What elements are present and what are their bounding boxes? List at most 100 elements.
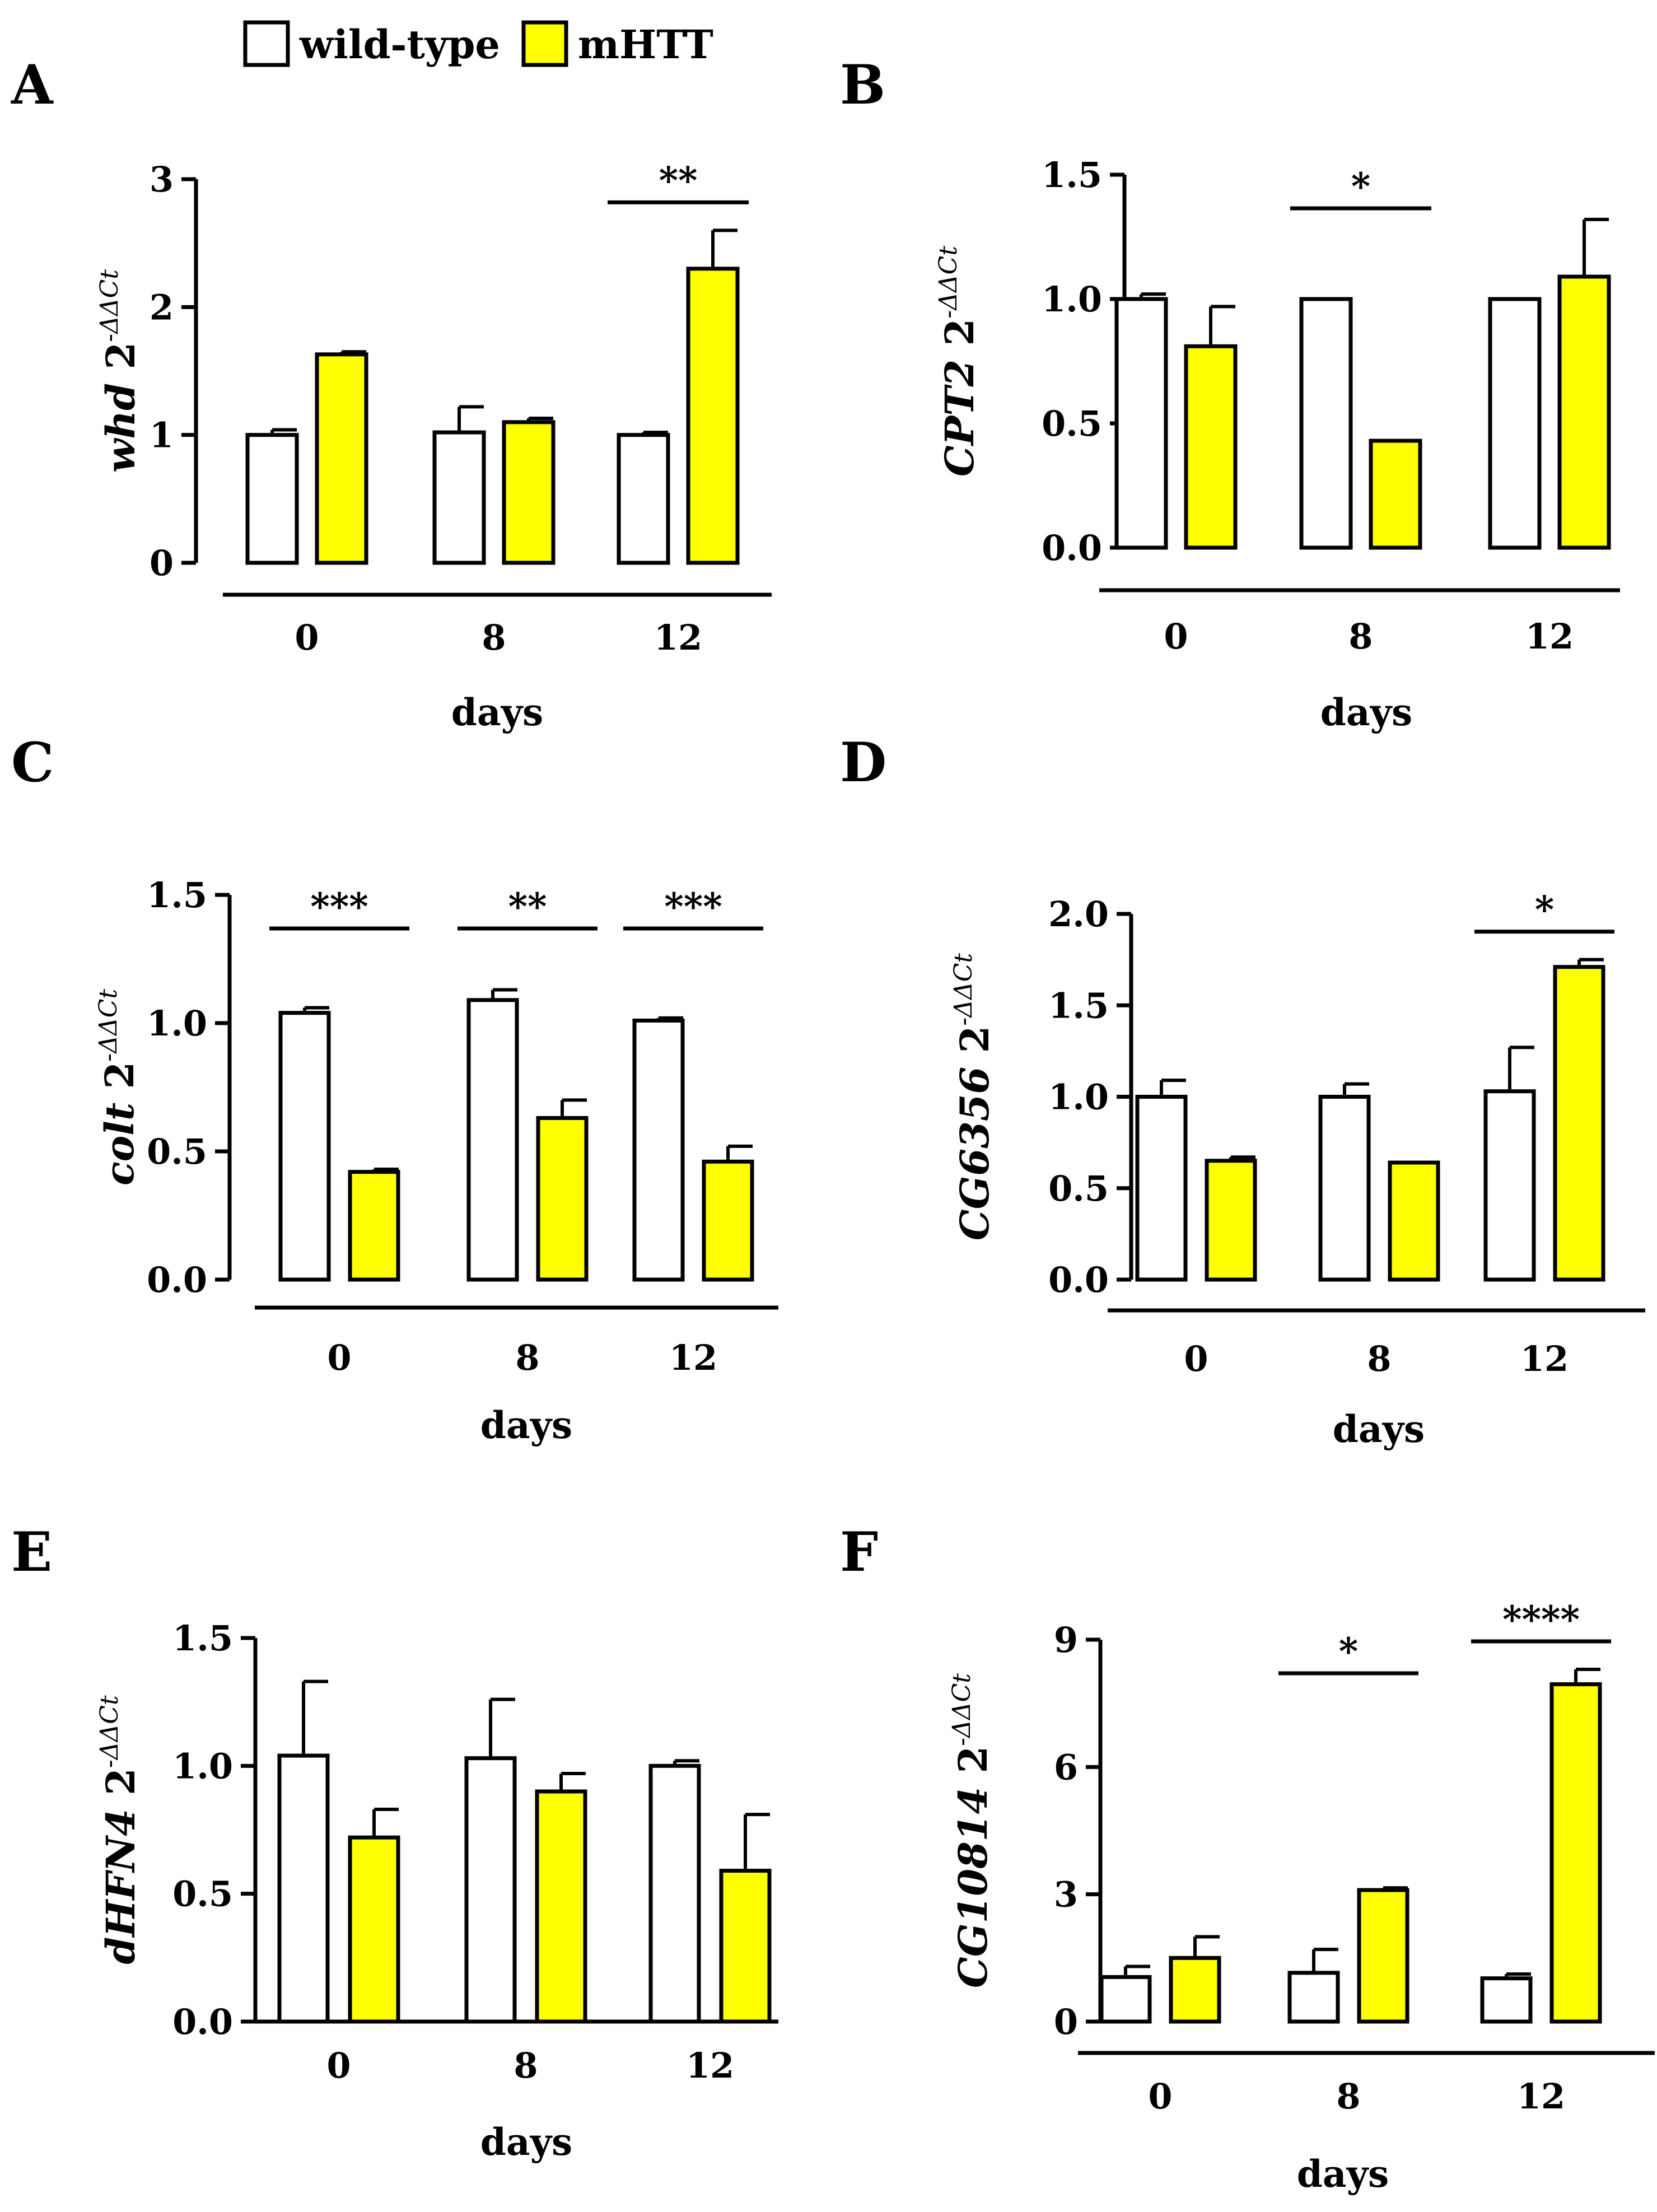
- bar-mhtt-day-8: [502, 420, 556, 565]
- significance-label: ***: [310, 885, 368, 928]
- y-axis-title: CG6356 2-ΔΔCt: [949, 953, 998, 1240]
- bar-wild-type-day-12: [1480, 1976, 1533, 2024]
- y-tick-label: 0: [150, 543, 174, 584]
- y-axis-base: 2: [96, 1062, 143, 1089]
- y-axis-exponent: -ΔΔCt: [95, 1695, 124, 1768]
- legend-swatch-wild-type: [243, 20, 290, 67]
- y-tick-label: 1.0: [172, 1746, 233, 1786]
- y-tick-label: 9: [1054, 1620, 1078, 1660]
- x-tick-label: 12: [1517, 2076, 1565, 2117]
- legend-label: wild-type: [299, 21, 500, 68]
- y-tick-label: 1.5: [172, 1618, 233, 1659]
- bar-wild-type-day-0: [277, 1753, 330, 2024]
- y-tick-label: 0.5: [1048, 1168, 1109, 1209]
- y-axis-base: 2: [97, 342, 144, 370]
- y-axis-base: 2: [951, 1026, 998, 1053]
- y-tick-label: 3: [1054, 1874, 1078, 1915]
- panel-letter: B: [840, 53, 885, 116]
- y-axis-exponent: -ΔΔCt: [934, 246, 963, 319]
- x-tick-label: 12: [654, 617, 702, 658]
- x-tick-label: 8: [1336, 2076, 1360, 2117]
- y-axis-exponent: -ΔΔCt: [94, 989, 123, 1062]
- bar-wild-type-day-0: [245, 433, 299, 565]
- x-tick-label: 12: [1520, 1338, 1569, 1379]
- x-tick-label: 12: [686, 2045, 734, 2086]
- x-tick-label: 8: [1348, 616, 1373, 657]
- bar-mhtt-day-0: [1184, 344, 1238, 550]
- y-axis-base: 2: [950, 1746, 996, 1774]
- x-tick-label: 0: [326, 2045, 351, 2086]
- bar-wild-type-day-8: [464, 1756, 517, 2024]
- bar-mhtt-day-12: [1553, 965, 1605, 1282]
- bar-mhtt-day-12: [719, 1869, 772, 2024]
- x-tick-label: 12: [1525, 616, 1574, 657]
- bar-wild-type-day-8: [1299, 297, 1353, 550]
- bar-wild-type-day-12: [1483, 1089, 1536, 1282]
- significance-label: **: [508, 885, 547, 928]
- bar-wild-type-day-12: [632, 1018, 685, 1282]
- y-tick-label: 0.0: [147, 1259, 207, 1300]
- significance-label: ****: [1502, 1598, 1580, 1641]
- significance-label: *: [1339, 1630, 1359, 1673]
- y-axis-gene-name: whd: [97, 370, 144, 473]
- x-tick-label: 8: [482, 617, 506, 658]
- y-axis-title: whd 2-ΔΔCt: [95, 269, 144, 473]
- x-tick-label: 12: [669, 1337, 717, 1378]
- bar-mhtt-day-12: [1557, 274, 1611, 550]
- bar-mhtt-day-0: [348, 1170, 400, 1282]
- x-axis-title: days: [480, 2120, 572, 2164]
- y-tick-label: 1.5: [147, 875, 207, 916]
- x-axis-title: days: [1333, 1407, 1425, 1451]
- y-tick-label: 3: [150, 159, 174, 200]
- y-axis-gene-name: CPT2: [936, 346, 983, 477]
- y-tick-label: 0.5: [1042, 403, 1102, 444]
- y-tick-label: 0.5: [172, 1874, 233, 1915]
- bar-wild-type-day-0: [1099, 1975, 1152, 2024]
- bar-wild-type-day-0: [1135, 1095, 1188, 1282]
- bar-wild-type-day-12: [648, 1763, 701, 2024]
- panel-letter: A: [11, 53, 54, 116]
- x-axis-title: days: [451, 690, 543, 734]
- y-tick-label: 1.0: [1048, 1077, 1109, 1118]
- x-tick-label: 8: [515, 1337, 539, 1378]
- y-axis-title: dHFN4 2-ΔΔCt: [95, 1695, 144, 1964]
- legend-label: mHTT: [578, 21, 713, 68]
- x-axis-title: days: [480, 1403, 572, 1447]
- y-tick-label: 0: [1054, 2001, 1078, 2042]
- x-tick-label: 0: [1184, 1338, 1208, 1379]
- y-axis-gene-name: CG10814: [950, 1774, 996, 1988]
- y-axis-title: CG10814 2-ΔΔCt: [947, 1673, 996, 1988]
- x-tick-label: 0: [295, 617, 319, 658]
- y-axis-base: 2: [97, 1768, 144, 1795]
- y-tick-label: 1.0: [1042, 279, 1102, 320]
- panel-D: D 0.0 0.5 1.0 1.5 2.0 0 8 12 days CG6356 2-ΔΔCt *: [840, 731, 1645, 1451]
- y-axis-gene-name: colt: [96, 1089, 143, 1186]
- y-axis-exponent: -ΔΔCt: [95, 269, 124, 342]
- y-tick-label: 0.0: [1048, 1259, 1109, 1300]
- bar-mhtt-day-0: [1205, 1159, 1257, 1282]
- y-axis-gene-name: dHFN4: [97, 1795, 144, 1964]
- bar-mhtt-day-8: [1388, 1160, 1440, 1282]
- y-axis-exponent: -ΔΔCt: [949, 953, 978, 1026]
- bar-wild-type-day-0: [278, 1011, 331, 1282]
- y-tick-label: 2.0: [1048, 894, 1109, 935]
- x-axis-title: days: [1320, 690, 1412, 734]
- bar-wild-type-day-12: [617, 433, 670, 565]
- bar-mhtt-day-8: [536, 1116, 589, 1282]
- y-tick-label: 0.0: [1042, 528, 1102, 568]
- bar-mhtt-day-8: [1369, 438, 1422, 550]
- panel-E: E 0.0 0.5 1.0 1.5 0 8 12 days dHFN4 2-ΔΔCt: [11, 1520, 778, 2164]
- x-axis-title: days: [1297, 2152, 1389, 2196]
- bar-wild-type-day-12: [1488, 297, 1542, 550]
- y-tick-label: 1: [150, 415, 174, 456]
- y-tick-label: 6: [1054, 1747, 1078, 1788]
- bar-mhtt-day-12: [686, 267, 740, 565]
- y-tick-label: 1.5: [1048, 985, 1109, 1026]
- bar-mhtt-day-0: [1169, 1956, 1221, 2024]
- y-axis-exponent: -ΔΔCt: [947, 1673, 976, 1746]
- x-tick-label: 8: [514, 2045, 538, 2086]
- bar-mhtt-day-12: [702, 1159, 754, 1282]
